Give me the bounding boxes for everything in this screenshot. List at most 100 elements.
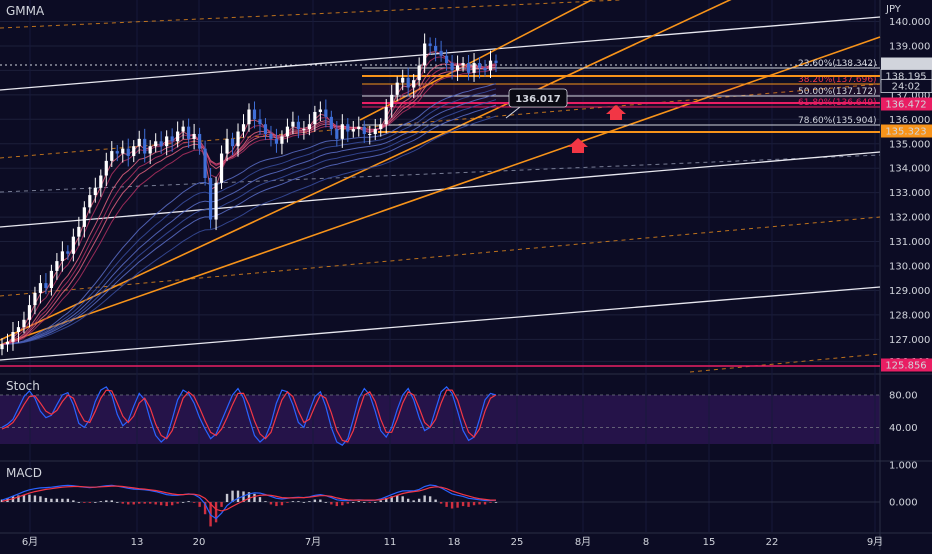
macd-histogram-bar [445,502,448,507]
macd-histogram-bar [363,502,366,503]
gmma-short-line [1,66,497,345]
macd-histogram-bar [39,496,42,502]
macd-histogram-bar [181,502,185,503]
macd-histogram-bar [319,499,322,502]
y-tick-label: 130.000 [889,262,930,273]
macd-histogram-bar [275,502,278,507]
macd-histogram-bar [99,501,102,502]
candle-body [219,153,224,183]
macd-histogram-bar [17,495,20,502]
main-pane-title: GMMA [6,4,45,18]
macd-histogram-bar [149,502,152,504]
x-tick-label: 18 [448,537,461,548]
macd-histogram-bar [44,497,48,502]
price-tag-label: 138.195 [885,72,926,83]
candle-body [488,60,493,71]
macd-histogram-bar [428,496,432,502]
price-tag-label: 24:02 [892,82,921,93]
fib-level-label: 50.00%(137.172) [798,87,877,97]
candle-body [412,80,416,88]
candle-body [263,124,268,134]
macd-histogram-bar [390,496,393,502]
gmma-short-line [1,68,497,345]
price-tag-label: 138.219 [885,60,926,71]
candle-body [88,195,92,208]
candle-body [395,82,399,95]
candle-body [33,292,37,306]
y-tick-label: 140.000 [889,17,930,28]
macd-histogram-bar [456,502,459,508]
candle-body [247,109,251,125]
y-tick-label: 135.000 [889,139,930,150]
macd-histogram-bar [302,502,306,503]
macd-histogram-bar [341,502,344,506]
candle-body [401,77,405,83]
gmma-long-line [1,99,497,345]
macd-histogram-bar [472,502,476,506]
macd-histogram-bar [192,502,196,503]
y-tick-label: 129.000 [889,286,930,297]
candle-body [417,65,421,81]
candle-body [434,45,438,51]
candle-body [181,126,185,132]
candle-body [483,67,487,71]
candle-body [285,126,290,137]
currency-label: JPY [886,4,901,15]
macd-histogram-bar [253,493,256,502]
candle-body [494,60,498,64]
macd-histogram-bar [110,500,113,502]
candle-body [466,63,471,73]
candle-body [390,94,394,108]
gmma-long-line [1,83,497,345]
candle-body [225,138,229,154]
callout-box [508,88,568,108]
macd-histogram-bar [50,498,53,502]
x-tick-label: 20 [193,537,206,548]
macd-histogram-bar [385,497,388,502]
macd-histogram-bar [286,502,289,503]
macd-histogram-bar [297,501,300,502]
price-tag-bg [881,57,932,71]
price-tag-bg [881,124,932,138]
macd-histogram-bar [203,502,207,515]
macd-histogram-bar [379,500,382,502]
candle-body [357,126,361,130]
macd-histogram-bar [55,498,59,502]
candle-body [0,344,4,350]
callout-label: 136.017 [515,94,561,105]
macd-histogram-bar [335,502,339,507]
macd-histogram-bar [423,495,426,502]
candle-body [115,151,119,154]
candle-body [450,63,454,71]
macd-histogram-bar [494,502,498,503]
candle-body [291,121,295,127]
macd-histogram-bar [143,502,146,504]
candle-body [340,124,344,139]
y-tick-label: 132.000 [889,213,930,224]
macd-histogram-bar [467,502,470,507]
macd-histogram-bar [105,500,108,502]
candle-body [428,43,432,46]
y-tick-label: 131.000 [889,237,930,248]
macd-histogram-bar [132,502,135,505]
macd-histogram-bar [77,502,81,503]
white-trendline [0,151,881,228]
x-tick-label: 6月 [22,536,38,548]
candle-body [126,148,130,156]
candle-body [60,251,64,262]
candle-body [461,63,465,66]
candle-body [198,133,202,149]
macd-histogram-bar [313,499,317,502]
macd-tick-label: 0.000 [889,498,918,509]
x-tick-label: 22 [766,537,779,548]
x-tick-label: 8月 [575,536,591,548]
macd-histogram-bar [450,502,454,509]
macd-histogram-bar [214,502,218,523]
dashed-trendline [0,83,881,159]
gmma-long-line [1,93,497,345]
macd-histogram-bar [280,502,284,506]
candle-body [165,136,169,147]
candle-body [99,175,103,188]
candle-body [104,160,108,176]
macd-histogram-bar [66,498,70,502]
